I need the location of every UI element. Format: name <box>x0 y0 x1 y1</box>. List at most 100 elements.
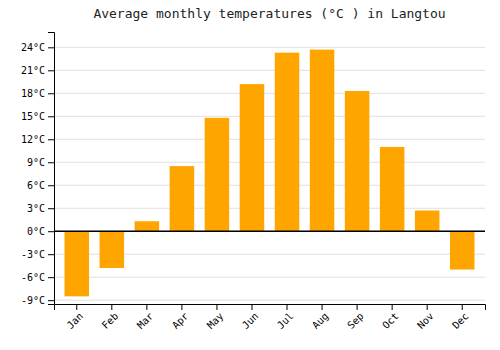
x-tick-label: Jan <box>65 310 86 331</box>
grid-line <box>54 47 485 48</box>
x-tick-label: Apr <box>170 310 191 331</box>
y-tick-mark <box>48 254 54 255</box>
baseline <box>54 230 485 232</box>
x-axis-line <box>55 305 486 311</box>
y-tick-label: 9°C <box>27 157 45 168</box>
y-tick-mark <box>48 93 54 94</box>
y-axis-line <box>48 33 55 305</box>
bar <box>275 53 300 232</box>
y-tick-label: 21°C <box>21 65 45 76</box>
y-tick: 18°C <box>21 88 54 99</box>
x-tick-mark <box>392 304 393 310</box>
y-tick-label: -3°C <box>21 249 45 260</box>
grid-line <box>54 116 485 117</box>
x-tick-label: Aug <box>310 310 331 331</box>
y-tick: 24°C <box>21 42 54 53</box>
y-tick-mark <box>48 277 54 278</box>
y-tick-label: 3°C <box>27 203 45 214</box>
y-tick: 12°C <box>21 134 54 145</box>
bar <box>205 118 230 231</box>
bar <box>380 147 405 231</box>
y-tick: -9°C <box>21 295 54 306</box>
title: Average monthly temperatures (°C ) in La… <box>93 6 445 21</box>
y-tick-mark <box>48 300 54 301</box>
x-tick: Oct <box>380 304 401 331</box>
x-tick: Jun <box>240 304 261 331</box>
grid-line <box>54 185 485 186</box>
y-tick: 6°C <box>27 180 54 191</box>
y-tick-label: 6°C <box>27 180 45 191</box>
x-tick-label: Nov <box>415 310 436 331</box>
y-tick-mark <box>48 231 54 232</box>
y-tick-label: 24°C <box>21 42 45 53</box>
y-tick: 3°C <box>27 203 54 214</box>
x-tick: Mar <box>135 304 156 331</box>
x-tick-mark <box>357 304 358 310</box>
x-tick-mark <box>216 304 217 310</box>
grid-line <box>54 70 485 71</box>
y-tick-mark <box>48 47 54 48</box>
plot-area <box>54 50 485 297</box>
bar <box>135 221 160 231</box>
y-tick-mark <box>48 139 54 140</box>
y-tick-label: 0°C <box>27 226 45 237</box>
x-tick: Nov <box>415 304 436 331</box>
y-tick-label: -9°C <box>21 295 45 306</box>
y-tick-mark <box>48 70 54 71</box>
x-tick-label: Oct <box>380 310 401 331</box>
bar <box>100 231 125 268</box>
bar <box>240 84 265 231</box>
x-tick-mark <box>287 304 288 310</box>
x-tick-label: May <box>205 310 226 331</box>
y-tick: 21°C <box>21 65 54 76</box>
x-tick: Sep <box>345 304 366 331</box>
grid <box>54 47 485 300</box>
x-tick-label: Feb <box>100 310 121 331</box>
y-tick-mark <box>48 208 54 209</box>
x-tick: Aug <box>310 304 331 331</box>
x-tick-mark <box>462 304 463 310</box>
y-tick-mark <box>48 116 54 117</box>
grid-line <box>54 231 485 232</box>
x-tick-label: Jun <box>240 310 261 331</box>
grid-line <box>54 162 485 163</box>
y-tick-mark <box>48 185 54 186</box>
x-tick: Jan <box>65 304 86 331</box>
x-tick-mark <box>111 304 112 310</box>
x-tick: Feb <box>100 304 121 331</box>
x-tick-mark <box>76 304 77 310</box>
x-axis: Jan Feb Mar Apr May Jun Jul Aug Sep Oct Nov Dec <box>55 304 486 331</box>
x-tick-mark <box>322 304 323 310</box>
y-tick: 9°C <box>27 157 54 168</box>
x-tick-label: Dec <box>450 310 471 331</box>
bar <box>170 166 195 231</box>
bar <box>450 231 475 269</box>
x-tick-mark <box>251 304 252 310</box>
bar <box>310 50 335 232</box>
y-tick-label: 18°C <box>21 88 45 99</box>
x-tick: Jul <box>275 304 296 331</box>
x-tick-label: Sep <box>345 310 366 331</box>
y-tick: 15°C <box>21 111 54 122</box>
y-tick-label: -6°C <box>21 272 45 283</box>
grid-line <box>54 300 485 301</box>
y-axis: -9°C -6°C -3°C 0°C 3°C 6°C 9°C 12°C 15°C 18°C 21°C… <box>21 33 55 306</box>
x-tick-mark <box>146 304 147 310</box>
y-tick: -3°C <box>21 249 54 260</box>
x-tick: Dec <box>450 304 471 331</box>
bar <box>415 211 440 232</box>
x-tick-label: Mar <box>135 310 156 331</box>
grid-line <box>54 93 485 94</box>
x-tick-label: Jul <box>275 310 296 331</box>
y-tick: -6°C <box>21 272 54 283</box>
y-tick-mark <box>48 162 54 163</box>
x-tick: Apr <box>170 304 191 331</box>
x-tick-mark <box>181 304 182 310</box>
y-tick-label: 12°C <box>21 134 45 145</box>
chart: Jan Feb Mar Apr May Jun Jul Aug Sep Oct Nov Dec -9°C… <box>0 0 500 350</box>
bar <box>345 91 370 231</box>
grid-line <box>54 139 485 140</box>
x-tick: May <box>205 304 226 331</box>
x-tick-mark <box>427 304 428 310</box>
grid-line <box>54 208 485 209</box>
